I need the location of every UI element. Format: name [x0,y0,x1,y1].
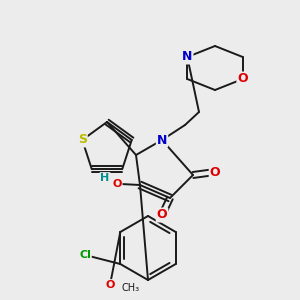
Text: O: O [157,208,167,221]
Text: N: N [157,134,167,146]
Text: N: N [182,50,193,64]
Text: CH₃: CH₃ [122,283,140,293]
Text: O: O [210,166,220,178]
Text: O: O [105,280,115,290]
Text: O: O [237,73,248,85]
Text: H: H [100,173,109,183]
Text: S: S [78,134,87,146]
Text: O: O [112,179,122,189]
Text: Cl: Cl [79,250,91,260]
